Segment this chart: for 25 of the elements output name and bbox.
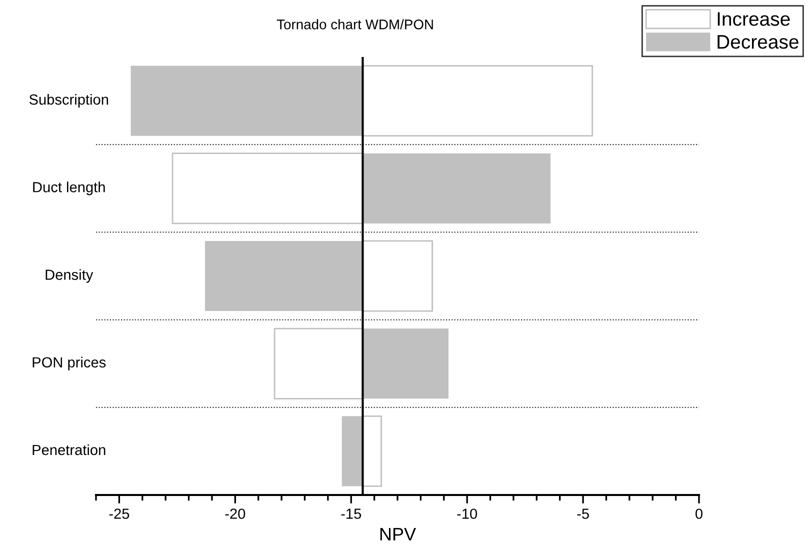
legend-label: Decrease	[718, 35, 798, 49]
y-tick-label: Duct length	[33, 182, 105, 196]
bar	[130, 66, 363, 136]
x-tick-label: 0	[696, 508, 702, 519]
y-tick-label: PON prices	[32, 356, 106, 370]
x-tick-label: -20	[225, 508, 246, 519]
bar	[362, 153, 551, 224]
x-tick-label: -15	[341, 508, 362, 519]
bar	[205, 240, 363, 312]
bar	[342, 416, 363, 486]
x-tick-label: -10	[457, 508, 478, 519]
bar	[274, 328, 364, 400]
chart-title: Tornado chart WDM/PON	[276, 19, 433, 30]
y-tick-label: Penetration	[32, 444, 106, 456]
y-tick-label: Subscription	[29, 94, 108, 108]
bar	[362, 415, 382, 487]
x-axis-title: NPV	[380, 528, 416, 540]
bar	[362, 65, 594, 137]
bar	[362, 328, 449, 399]
bar	[172, 152, 364, 224]
legend-label: Increase	[718, 12, 790, 26]
x-tick-label: -5	[577, 508, 589, 519]
y-tick-label: Density	[46, 269, 94, 283]
bar	[362, 240, 433, 312]
x-tick-label: -25	[109, 508, 130, 519]
